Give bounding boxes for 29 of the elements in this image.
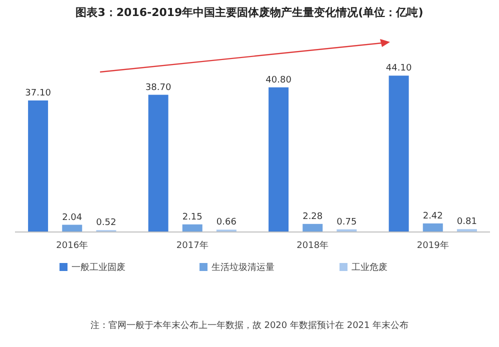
bar: [148, 94, 168, 232]
data-label: 0.81: [456, 217, 477, 228]
x-tick-label: 2018年: [296, 240, 329, 251]
text: 注：官网一般于本年末公布上一年数据，故 2020 年数据预计在 2021 年末公布: [90, 320, 409, 331]
bar: [268, 87, 289, 232]
x-tick-label: 2019年: [416, 240, 449, 251]
data-label: 40.80: [266, 75, 292, 86]
data-label: 2.15: [182, 212, 202, 222]
data-label: 0.75: [336, 217, 357, 228]
bar: [62, 224, 82, 232]
data-label: 44.10: [386, 64, 412, 74]
chart-title: 图表3：2016-2019年中国主要固体废物产生量变化情况(单位：亿吨): [76, 6, 424, 19]
data-label: 2.04: [62, 212, 82, 223]
data-label: 0.52: [96, 218, 116, 228]
bar: [28, 100, 48, 232]
x-tick-label: 2016年: [56, 240, 88, 251]
x-tick-label: 2017年: [176, 240, 208, 251]
legend-label: 一般工业固废: [72, 262, 126, 273]
legend-label: 生活垃圾清运量: [212, 262, 274, 273]
legend-label: 工业危废: [352, 262, 388, 273]
data-label: 2.42: [422, 211, 443, 222]
data-label: 37.10: [25, 88, 52, 98]
bar: [388, 76, 409, 232]
bar: [302, 224, 323, 232]
data-label: 38.70: [145, 82, 172, 93]
data-label: 0.66: [216, 218, 237, 228]
bar: [422, 223, 443, 232]
data-label: 2.28: [302, 212, 323, 222]
bar: [182, 224, 202, 232]
